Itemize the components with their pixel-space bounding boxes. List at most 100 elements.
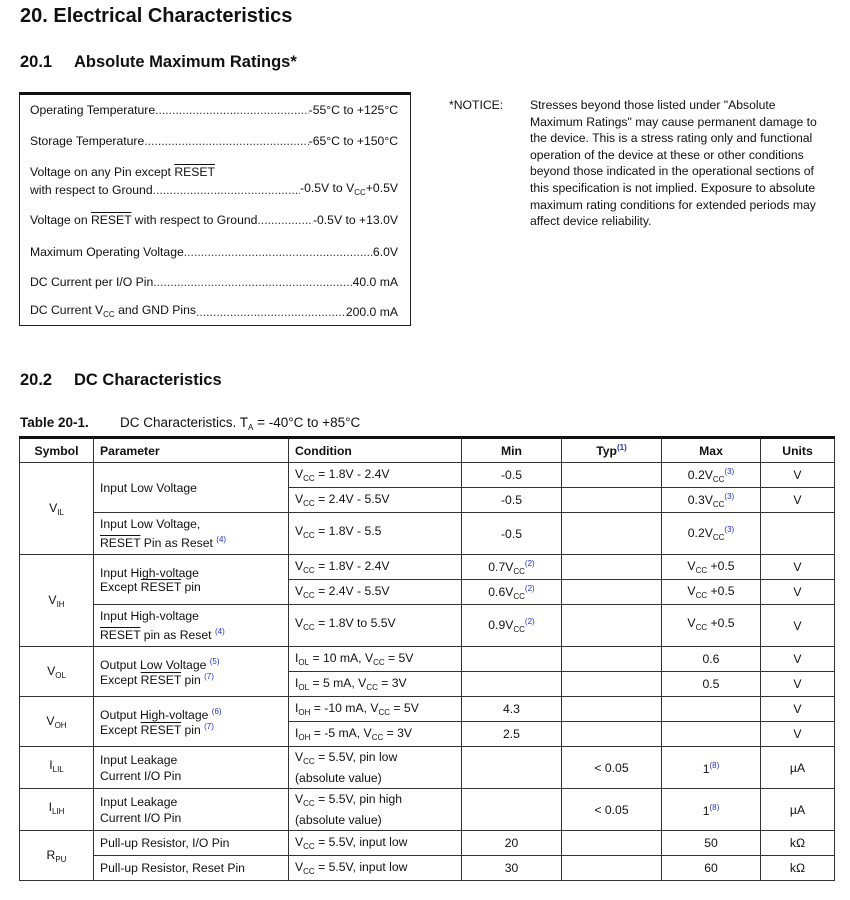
rating-row: Voltage on RESET with respect to Ground -… [30,213,398,227]
rating-value: -0.5V to VCC+0.5V [300,181,398,197]
column-header-min: Min [461,437,562,463]
cell-typ [561,604,662,647]
rating-label-line: Voltage on any Pin except RESET [30,165,398,179]
cell-parameter: Input High-voltage Except RESET pin [93,554,289,605]
cell-parameter: Output High-voltage (6) Except RESET pin … [93,696,289,747]
cell-min: 0.9VCC(2) [461,604,562,647]
rating-row: DC Current per I/O Pin 40.0 mA [30,275,398,289]
cell-typ [561,554,662,580]
cell-units: µA [760,788,835,831]
cell-parameter: Input High-voltage RESET pin as Reset (4) [93,604,289,647]
cell-parameter: Pull-up Resistor, Reset Pin [93,855,289,881]
cell-min: -0.5 [461,512,562,555]
cell-max: VCC +0.5 [661,579,761,605]
cell-typ [561,487,662,513]
rating-value: 200.0 mA [345,305,398,319]
dc-characteristics-table: Symbol Parameter Condition Min Typ(1) Max Unit… [19,436,835,881]
cell-min: 0.6VCC(2) [461,579,562,605]
column-header-units: Units [760,437,835,463]
cell-max [661,696,761,722]
cell-min: -0.5 [461,462,562,488]
rating-label: with respect to Ground [30,183,153,197]
table-row: RPU Pull-up Resistor, I/O Pin VCC = 5.5V, … [19,830,835,881]
cell-condition: VCC = 5.5V, input low [288,830,462,856]
rating-label: Storage Temperature [30,134,145,148]
cell-min: -0.5 [461,487,562,513]
cell-units: kΩ [760,855,835,881]
column-header-condition: Condition [288,437,462,463]
cell-condition: VCC = 2.4V - 5.5V [288,487,462,513]
section-title: Absolute Maximum Ratings* [74,53,297,71]
rating-value: -65°C to +150°C [308,134,398,148]
cell-units: V [760,696,835,722]
cell-max: 0.6 [661,646,761,672]
cell-symbol: VOL [19,646,94,697]
table-row: VCC = 2.4V - 5.5V -0.5 0.3VCC(3) V [20,487,835,513]
cell-typ [561,830,662,856]
cell-parameter: Input Leakage Current I/O Pin [93,788,289,831]
cell-typ [561,646,662,672]
section-number: 20.2 [20,371,53,389]
page-title: 20. Electrical Characteristics [20,5,293,27]
rating-row: DC Current VCC and GND Pins 200.0 mA [30,303,398,319]
rating-label: Voltage on any Pin except RESET [30,165,215,179]
cell-symbol: VIH [19,554,94,647]
leader-dots [196,305,346,319]
cell-units: V [760,646,835,672]
section-number: 20.1 [20,53,53,71]
cell-symbol: RPU [19,830,94,881]
cell-max: 50 [661,830,761,856]
cell-units: V [760,462,835,488]
cell-max: VCC +0.5 [661,604,761,647]
cell-min: 2.5 [461,721,562,747]
cell-typ: < 0.05 [561,788,662,831]
cell-symbol: ILIL [19,746,94,789]
cell-typ [561,579,662,605]
cell-condition: IOL = 5 mA, VCC = 3V [288,671,462,697]
cell-symbol: VIL [19,462,94,555]
cell-symbol: VOH [19,696,94,747]
leader-dots [153,275,352,289]
table-row: Input High-voltage RESET pin as Reset (4)… [20,604,835,647]
column-header-max: Max [661,437,761,463]
rating-row: Storage Temperature -65°C to +150°C [30,134,398,148]
table-row: IOH = -5 mA, VCC = 3V 2.5 V [20,721,835,747]
cell-units: V [760,604,835,647]
cell-min: 30 [461,855,562,881]
section-heading-dc: 20.2 DC Characteristics [20,371,222,390]
column-header-parameter: Parameter [93,437,289,463]
rating-value: 6.0V [372,245,398,259]
table-row: ILIH Input Leakage Current I/O Pin VCC = 5.… [19,788,835,831]
table-row: ILIL Input Leakage Current I/O Pin VCC = 5.… [19,746,835,789]
section-title: DC Characteristics [74,371,222,389]
table-header-row: Symbol Parameter Condition Min Typ(1) Max Unit… [19,437,835,463]
cell-units: V [760,579,835,605]
cell-typ [561,462,662,488]
cell-condition: VCC = 5.5V, pin low (absolute value) [288,746,462,789]
cell-condition: IOH = -10 mA, VCC = 5V [288,696,462,722]
cell-condition: VCC = 2.4V - 5.5V [288,579,462,605]
cell-max: 0.5 [661,671,761,697]
cell-typ [561,721,662,747]
cell-min: 4.3 [461,696,562,722]
rating-label: DC Current per I/O Pin [30,275,154,289]
cell-condition: VCC = 5.5V, pin high (absolute value) [288,788,462,831]
cell-units [760,512,835,555]
cell-max [661,721,761,747]
cell-condition: VCC = 1.8V to 5.5V [288,604,462,647]
table-row: VOH Output High-voltage (6) Except RESET p… [19,696,835,747]
leader-dots [153,183,300,197]
table-row: VCC = 2.4V - 5.5V 0.6VCC(2) VCC +0.5 V [20,579,835,605]
table-row: Input Low Voltage, RESET Pin as Reset (4)… [20,512,835,555]
cell-parameter: Input Low Voltage, RESET Pin as Reset (4) [93,512,289,555]
cell-units: V [760,487,835,513]
cell-typ [561,512,662,555]
cell-typ [561,671,662,697]
cell-parameter: Input Low Voltage [93,462,289,513]
rating-row: Operating Temperature -55°C to +125°C [30,103,398,117]
leader-dots [257,213,313,227]
cell-typ [561,696,662,722]
rating-label: Maximum Operating Voltage [30,245,184,259]
table-row: Pull-up Resistor, Reset Pin VCC = 5.5V, i… [20,855,835,881]
cell-units: V [760,721,835,747]
